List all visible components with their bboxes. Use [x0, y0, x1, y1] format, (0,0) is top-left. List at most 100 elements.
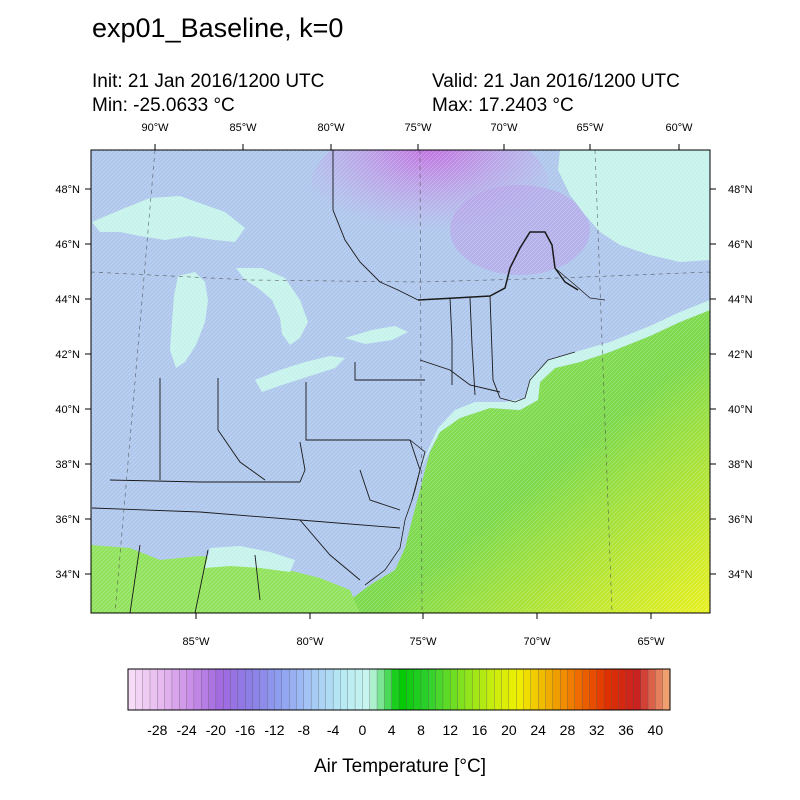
- colorbar-cell: [567, 668, 576, 711]
- top-lon-label: 70°W: [490, 122, 518, 134]
- bottom-lon-label: 65°W: [637, 636, 665, 648]
- colorbar-tick-label: -24: [176, 722, 196, 738]
- colorbar-cell: [149, 668, 158, 711]
- colorbar-cell: [171, 668, 180, 711]
- figure-title: exp01_Baseline, k=0: [92, 13, 344, 43]
- lat-label-left: 40°N: [55, 404, 80, 416]
- lat-label-right: 34°N: [728, 569, 753, 581]
- colorbar-cell: [384, 668, 393, 711]
- colorbar-cell: [435, 668, 444, 711]
- colorbar-tick-label: 40: [648, 722, 664, 738]
- colorbar-cell: [603, 668, 612, 711]
- lat-label-right: 36°N: [728, 514, 753, 526]
- lat-label-right: 38°N: [728, 459, 753, 471]
- graticule: [91, 150, 710, 613]
- ne-states: [449, 295, 501, 399]
- axis-ticks: 90°W 85°W 80°W 75°W 70°W 65°W 60°W 85°W 80°W 75°W…: [55, 122, 752, 648]
- colorbar-cell: [274, 668, 283, 711]
- political-borders: [91, 150, 579, 613]
- colorbar-cell: [508, 668, 517, 711]
- lat-label-left: 46°N: [55, 239, 80, 251]
- colorbar-cell: [406, 668, 415, 711]
- colorbar-cell: [164, 668, 173, 711]
- colorbar-cell: [530, 668, 539, 711]
- colorbar-cell: [494, 668, 502, 711]
- lat-label-left: 38°N: [55, 459, 80, 471]
- colorbar-tick-label: 8: [417, 722, 425, 738]
- colorbar-tick-label: -4: [327, 722, 340, 738]
- colorbar-cell: [450, 668, 459, 711]
- lat-label-right: 42°N: [728, 349, 753, 361]
- colorbar-cell: [596, 668, 605, 711]
- bottom-lon-label: 75°W: [409, 636, 437, 648]
- top-lon-label: 65°W: [576, 122, 604, 134]
- colorbar-tick-label: -16: [235, 722, 255, 738]
- colorbar-cell: [413, 668, 422, 711]
- colorbar-cell: [479, 668, 488, 711]
- colorbar-cell: [267, 668, 275, 711]
- colorbar-cell: [179, 668, 188, 711]
- colorbar-tick-label: -12: [264, 722, 284, 738]
- colorbar-cell: [245, 668, 253, 711]
- map-frame: [90, 149, 711, 614]
- colorbar-cell: [347, 668, 356, 711]
- colorbar-cell: [574, 668, 583, 711]
- colorbar-cell: [230, 668, 239, 711]
- colorbar-cell: [516, 668, 524, 711]
- colorbar-cell: [472, 668, 481, 711]
- lat-label-right: 44°N: [728, 294, 753, 306]
- colorbar-cell: [215, 668, 224, 711]
- colorbar-cell: [237, 668, 246, 711]
- lat-label-left: 48°N: [55, 184, 80, 196]
- bottom-lon-label: 85°W: [182, 636, 210, 648]
- colorbar-cell: [252, 668, 261, 711]
- colorbar-cell: [127, 668, 136, 711]
- colorbar-cell: [340, 668, 349, 711]
- colorbar-cell: [581, 668, 590, 711]
- colorbar-cell: [428, 668, 437, 711]
- colorbar-cell: [464, 668, 473, 711]
- lat-label-right: 46°N: [728, 239, 753, 251]
- colorbar-cell: [325, 668, 334, 711]
- init-time: Init: 21 Jan 2016/1200 UTC: [92, 71, 325, 92]
- colorbar-cell: [157, 668, 166, 711]
- colorbar-cell: [135, 668, 144, 711]
- colorbar-cell: [523, 668, 532, 711]
- ohio-border: [217, 378, 266, 481]
- colorbar-cell: [354, 668, 363, 711]
- colorbar-tick-label: 12: [442, 722, 458, 738]
- colorbar-cell: [201, 668, 210, 711]
- lat-label-left: 36°N: [55, 514, 80, 526]
- max-value: Max: 17.2403 °C: [432, 95, 574, 116]
- colorbar-tick-label: -8: [298, 722, 311, 738]
- colorbar-cell: [223, 668, 231, 711]
- pa-border: [305, 382, 410, 441]
- colorbar-tick-label: 24: [530, 722, 546, 738]
- colorbar-cell: [655, 668, 664, 711]
- tn-ky-border: [109, 479, 300, 483]
- colorbar-cell: [186, 668, 195, 711]
- colorbar-cell: [538, 668, 546, 711]
- top-lon-label: 85°W: [229, 122, 257, 134]
- colorbar-cell: [310, 668, 319, 711]
- colorbar-cell: [296, 668, 305, 711]
- colorbar-tick-label: 4: [388, 722, 396, 738]
- lat-label-right: 48°N: [728, 184, 753, 196]
- colorbar-cell: [589, 668, 598, 711]
- top-lon-label: 75°W: [404, 122, 432, 134]
- colorbar-cell: [288, 668, 297, 711]
- colorbar-cell: [376, 668, 385, 711]
- colorbar-frame: [127, 668, 671, 711]
- bottom-lon-label: 80°W: [296, 636, 324, 648]
- colorbar-tick-label: 36: [618, 722, 634, 738]
- colorbar-cell: [457, 668, 466, 711]
- top-lon-label: 80°W: [317, 122, 345, 134]
- colorbar-cell: [442, 668, 451, 711]
- colorbar-title: Air Temperature [°C]: [314, 756, 486, 777]
- colorbar-cell: [369, 668, 378, 711]
- colorbar-ticks: -28 -24 -20 -16 -12 -8 -4 0 4 8 12 16 20 24 28 32 36 40: [147, 722, 663, 738]
- colorbar-cell: [486, 668, 495, 711]
- colorbar-cell: [611, 668, 620, 711]
